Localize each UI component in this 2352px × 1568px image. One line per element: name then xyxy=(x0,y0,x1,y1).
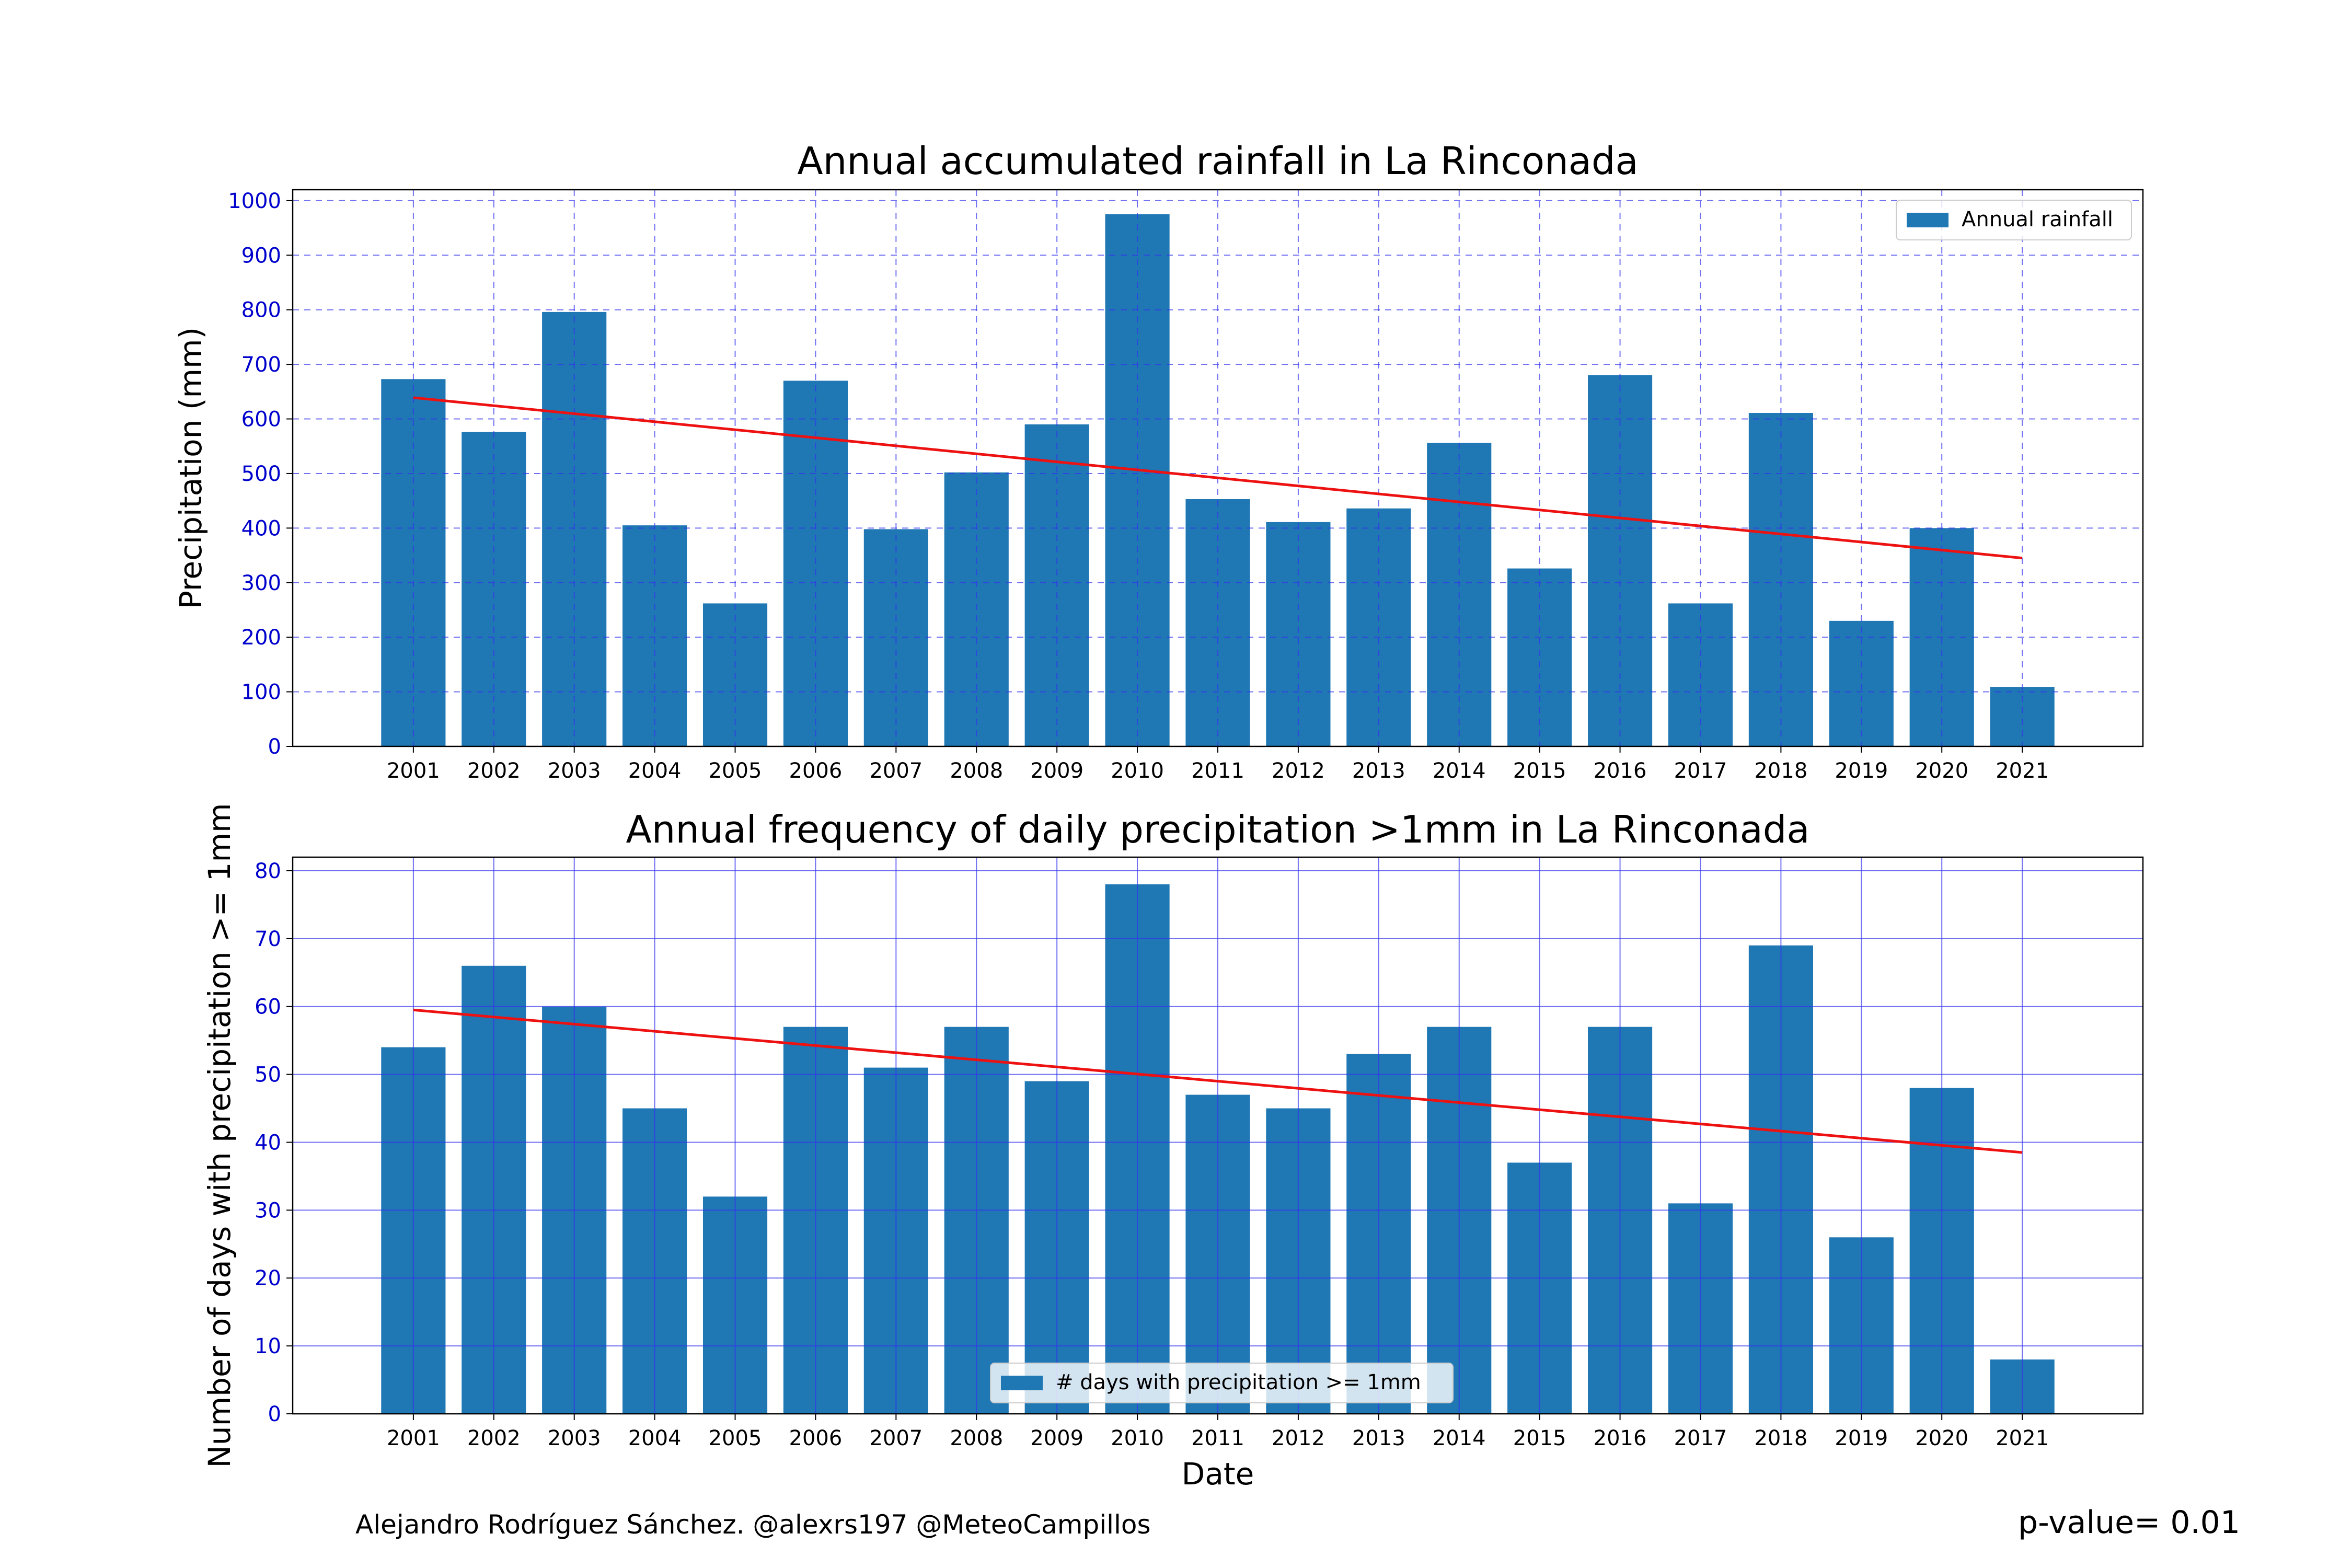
x-tick-label: 2005 xyxy=(709,759,762,783)
x-tick-label: 2003 xyxy=(548,759,601,783)
x-tick-label: 2001 xyxy=(387,759,440,783)
x-tick-label: 2019 xyxy=(1835,1426,1888,1450)
x-tick-label: 2012 xyxy=(1272,759,1325,783)
x-tick-label: 2018 xyxy=(1754,759,1807,783)
legend-swatch xyxy=(1907,213,1949,227)
x-tick-label: 2011 xyxy=(1191,1426,1244,1450)
trend-line xyxy=(413,396,2023,560)
x-tick-label: 2020 xyxy=(1915,759,1968,783)
x-tick-label: 2021 xyxy=(1996,1426,2049,1450)
x-tick-label: 2006 xyxy=(789,1426,843,1450)
y-tick-label: 100 xyxy=(241,681,281,705)
y-tick-label: 500 xyxy=(241,462,281,486)
x-tick-label: 2019 xyxy=(1835,759,1888,783)
y-tick-label: 30 xyxy=(255,1198,281,1223)
x-tick-label: 2015 xyxy=(1513,1426,1566,1450)
x-tick-label: 2009 xyxy=(1030,1426,1083,1450)
y-tick-label: 10 xyxy=(255,1334,281,1358)
x-tick-label: 2008 xyxy=(950,759,1003,783)
y-tick-label: 60 xyxy=(255,995,281,1019)
x-tick-label: 2009 xyxy=(1030,759,1083,783)
x-tick-label: 2007 xyxy=(869,1426,923,1450)
y-tick-label: 900 xyxy=(241,244,281,268)
y-tick-label: 800 xyxy=(241,298,281,322)
legend-label: Annual rainfall xyxy=(1962,207,2113,232)
x-tick-label: 2013 xyxy=(1352,1426,1405,1450)
y-tick-label: 20 xyxy=(255,1266,281,1290)
x-tick-label: 2018 xyxy=(1754,1426,1807,1450)
y-tick-label: 700 xyxy=(241,353,281,377)
p-value-label: p-value= 0.01 xyxy=(2018,1504,2240,1541)
chart-title: Annual accumulated rainfall in La Rincon… xyxy=(797,139,1638,183)
x-axis-label: Date xyxy=(1182,1456,1254,1492)
author-credit: Alejandro Rodríguez Sánchez. @alexrs197 … xyxy=(355,1509,1151,1540)
x-tick-label: 2005 xyxy=(709,1426,762,1450)
chart-title: Annual frequency of daily precipitation … xyxy=(626,808,1809,851)
legend-box xyxy=(1896,200,2132,240)
x-tick-label: 2021 xyxy=(1996,759,2049,783)
y-axis-label: Number of days with precipitation >= 1mm xyxy=(202,803,237,1468)
x-tick-label: 2001 xyxy=(387,1426,440,1450)
y-tick-label: 0 xyxy=(268,735,281,759)
x-tick-label: 2016 xyxy=(1594,759,1647,783)
y-tick-label: 50 xyxy=(255,1063,281,1087)
legend-label: # days with precipitation >= 1mm xyxy=(1056,1370,1421,1394)
x-tick-label: 2007 xyxy=(869,759,923,783)
x-tick-label: 2010 xyxy=(1111,759,1164,783)
legend-box xyxy=(990,1363,1454,1403)
x-tick-label: 2010 xyxy=(1111,1426,1164,1450)
x-tick-label: 2011 xyxy=(1191,759,1244,783)
rain-days-chart: 0 10 20 30 40 50 60 70 80 2001 2002 2003 2004 2005 200… xyxy=(202,803,2144,1492)
y-tick-label: 200 xyxy=(241,626,281,650)
x-tick-label: 2004 xyxy=(628,759,682,783)
y-tick-label: 70 xyxy=(255,927,281,951)
x-tick-label: 2020 xyxy=(1915,1426,1968,1450)
x-tick-label: 2016 xyxy=(1594,1426,1647,1450)
legend-swatch xyxy=(1001,1376,1043,1390)
y-tick-label: 600 xyxy=(241,408,281,432)
legend: Annual rainfall xyxy=(1896,200,2132,240)
y-tick-label: 1000 xyxy=(228,189,281,213)
x-tick-label: 2002 xyxy=(467,1426,521,1450)
x-tick-label: 2004 xyxy=(628,1426,682,1450)
x-tick-label: 2017 xyxy=(1674,759,1727,783)
x-tick-label: 2015 xyxy=(1513,759,1566,783)
x-tick-label: 2012 xyxy=(1272,1426,1325,1450)
trend-line xyxy=(413,1008,2023,1154)
y-axis-label: Precipitation (mm) xyxy=(173,327,209,609)
y-tick-label: 80 xyxy=(255,859,281,883)
bar-2002 xyxy=(462,432,526,746)
x-tick-label: 2003 xyxy=(548,1426,601,1450)
rainfall-chart: 0 100 200 300 400 500 600 700 800 900 1000 2001 2002… xyxy=(173,139,2144,783)
x-tick-label: 2008 xyxy=(950,1426,1003,1450)
x-tick-label: 2013 xyxy=(1352,759,1405,783)
y-tick-label: 300 xyxy=(241,571,281,595)
x-tick-label: 2002 xyxy=(467,759,521,783)
x-tick-label: 2017 xyxy=(1674,1426,1727,1450)
y-tick-label: 0 xyxy=(268,1402,281,1426)
y-tick-label: 40 xyxy=(255,1131,281,1155)
x-tick-label: 2014 xyxy=(1433,1426,1486,1450)
x-tick-label: 2006 xyxy=(789,759,843,783)
y-tick-label: 400 xyxy=(241,516,281,540)
legend: # days with precipitation >= 1mm xyxy=(990,1363,1454,1403)
x-tick-label: 2014 xyxy=(1433,759,1486,783)
